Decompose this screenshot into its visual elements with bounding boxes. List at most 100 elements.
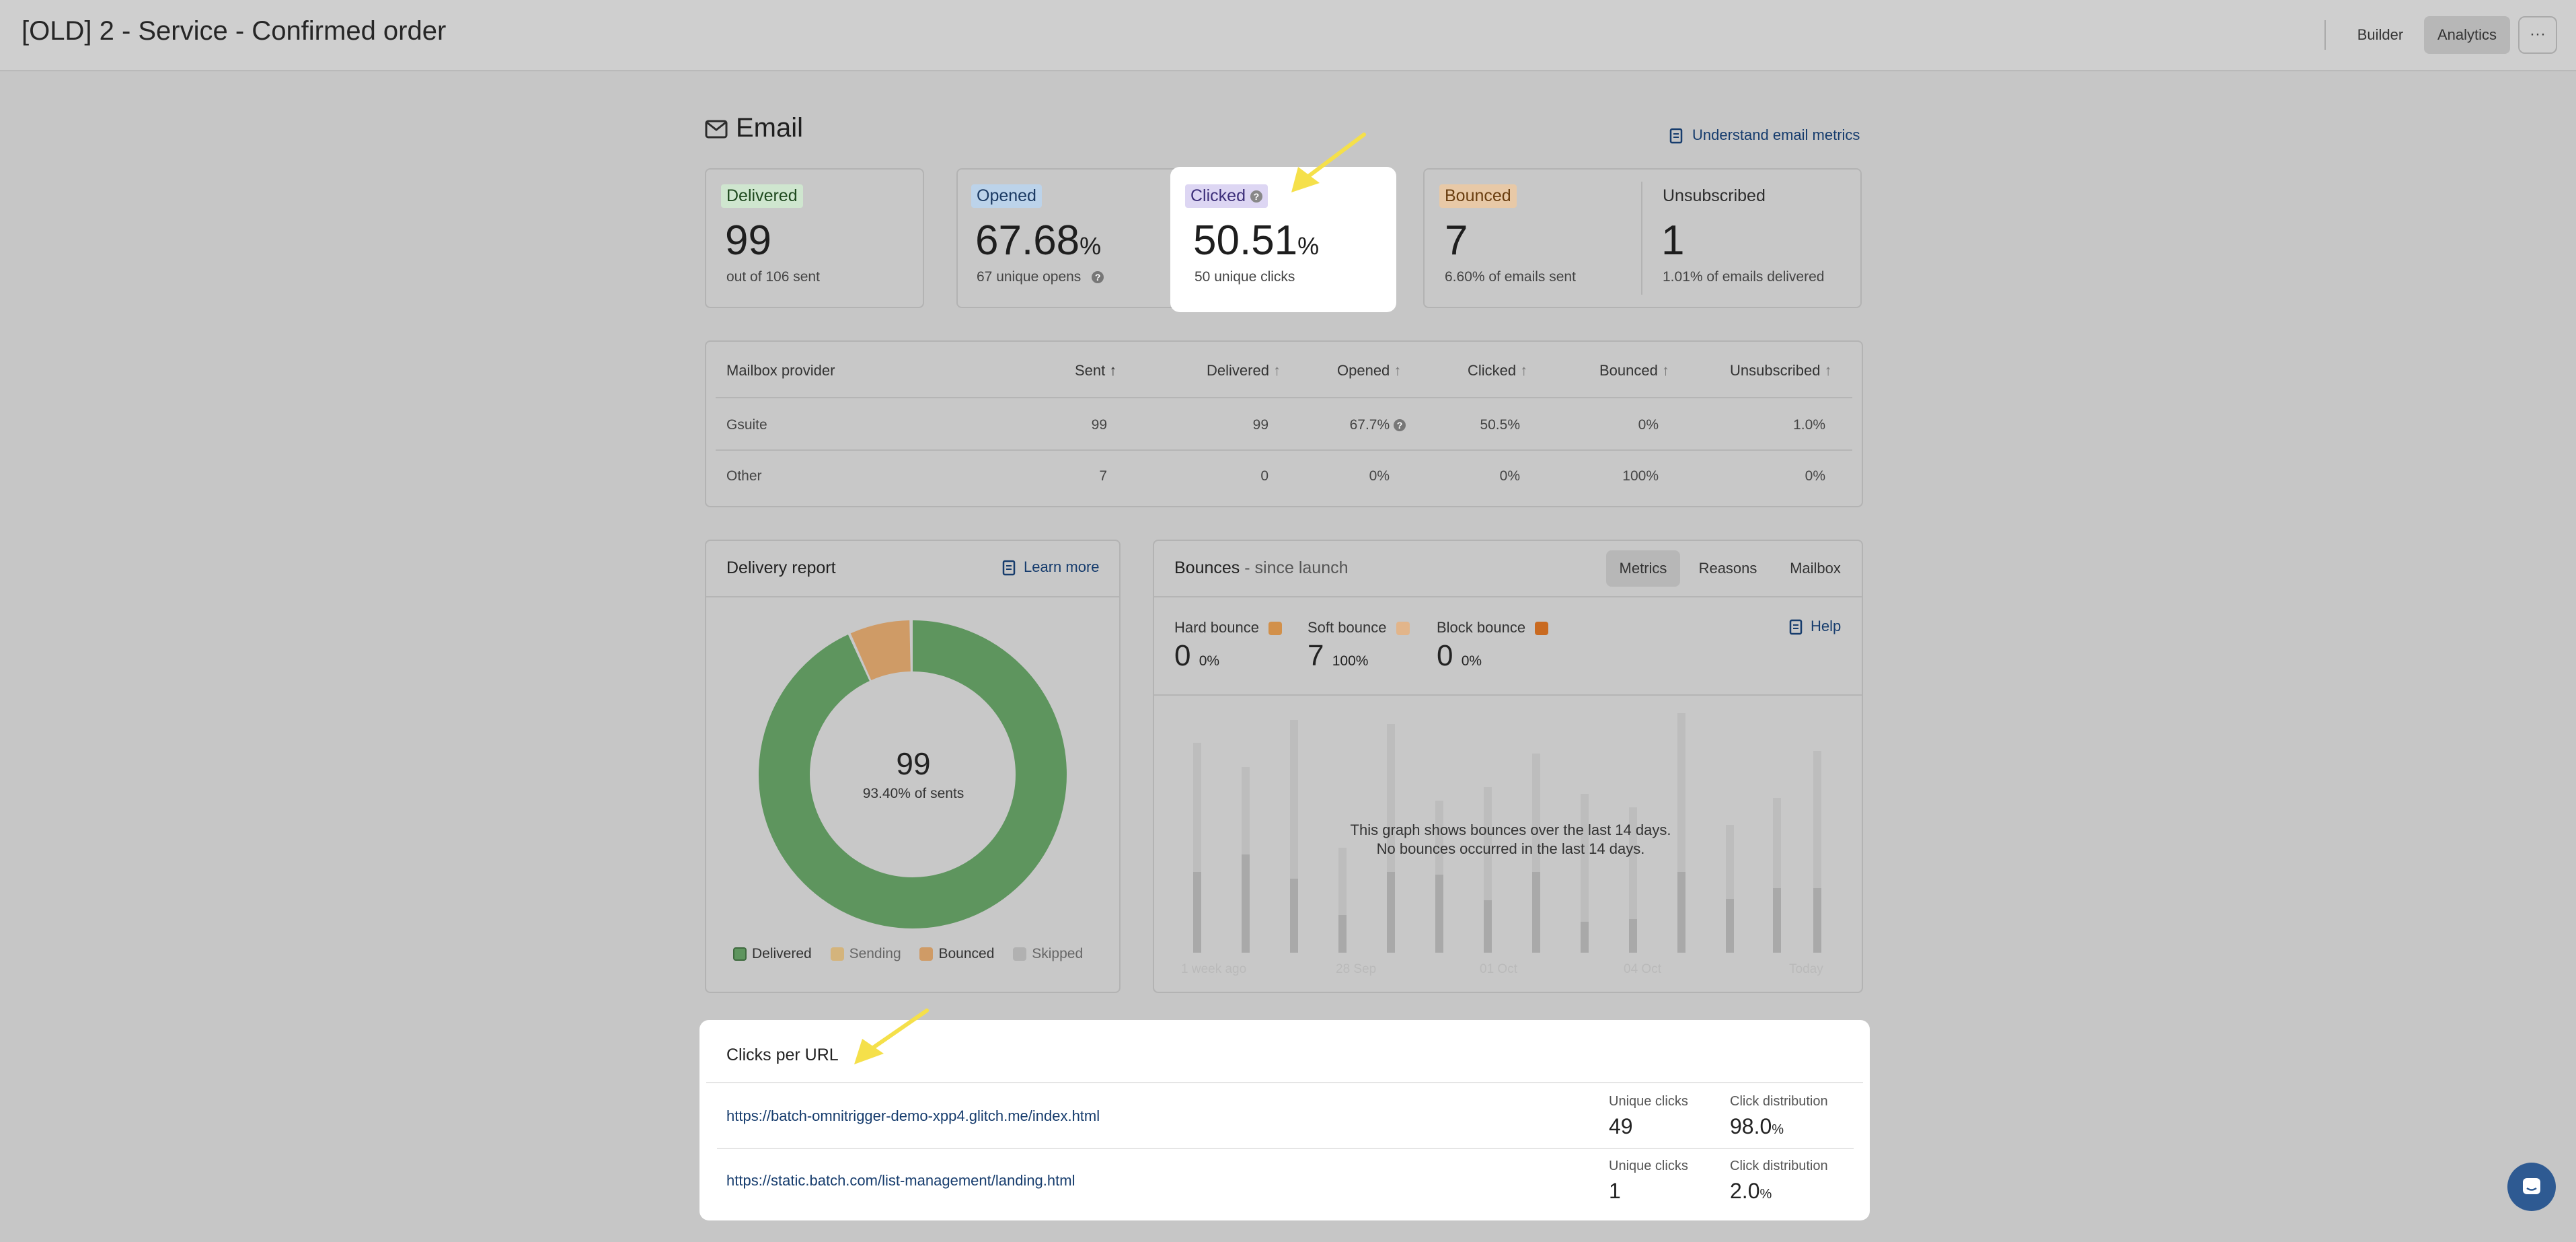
- bounce-chart-placeholder: [1190, 713, 1823, 953]
- table-cell-clicked: 50.5%: [1480, 417, 1520, 433]
- document-icon: [1789, 619, 1803, 635]
- block-bounce-value: 0 0%: [1437, 639, 1482, 672]
- column-header-delivered[interactable]: Delivered ↑: [1207, 362, 1281, 379]
- table-cell-delivered: 0: [1260, 468, 1268, 484]
- delivery-donut-chart: [759, 620, 1067, 928]
- tab-mailbox[interactable]: Mailbox: [1790, 560, 1841, 577]
- sort-arrow-icon: ↑: [1520, 362, 1528, 379]
- mailbox-table: [705, 340, 1863, 507]
- table-cell-unsubscribed: 0%: [1805, 468, 1825, 484]
- tab-builder[interactable]: Builder: [2357, 26, 2404, 43]
- bounces-empty-state: This graph shows bounces over the last 1…: [1350, 821, 1671, 857]
- delivered-value: 99: [725, 217, 771, 264]
- document-icon: [1669, 128, 1683, 144]
- understand-email-metrics-link[interactable]: Understand email metrics: [1692, 126, 1860, 143]
- table-cell-sent: 99: [1091, 417, 1107, 433]
- delivered-label: Delivered: [721, 184, 803, 208]
- tab-reasons[interactable]: Reasons: [1698, 560, 1757, 577]
- unique-clicks-value: 1: [1609, 1179, 1621, 1203]
- column-header-opened[interactable]: Opened ↑: [1337, 362, 1402, 379]
- tab-analytics[interactable]: Analytics: [2424, 16, 2510, 54]
- bounced-value: 7: [1445, 217, 1468, 264]
- bounced-unsubscribed-card: [1423, 168, 1862, 308]
- legend-sending[interactable]: Sending: [830, 946, 901, 961]
- click-distribution-value: 98.0%: [1730, 1114, 1784, 1138]
- card-divider: [706, 596, 1119, 597]
- tab-metrics[interactable]: Metrics: [1606, 550, 1680, 587]
- header-divider: [2324, 20, 2326, 50]
- donut-center-subtext: 93.40% of sents: [862, 786, 964, 801]
- x-axis-label: 01 Oct: [1480, 962, 1517, 976]
- row-divider: [717, 1148, 1854, 1149]
- table-cell-unsubscribed: 1.0%: [1793, 417, 1825, 433]
- annotation-arrow-icon: [1291, 133, 1366, 192]
- donut-center-value: 99: [896, 746, 931, 781]
- sort-arrow-icon: ↑: [1273, 362, 1281, 379]
- table-cell-provider: Other: [726, 468, 762, 484]
- placeholder-bar: [1387, 872, 1395, 953]
- help-icon: ?: [1092, 271, 1104, 284]
- legend-bounced[interactable]: Bounced: [919, 946, 994, 961]
- x-axis-label: Today: [1789, 962, 1823, 976]
- table-divider: [716, 397, 1852, 398]
- table-cell-clicked: 0%: [1499, 468, 1520, 484]
- help-icon: ?: [1250, 190, 1262, 203]
- placeholder-bar: [1532, 872, 1540, 953]
- card-divider: [706, 1082, 1863, 1083]
- sort-arrow-icon: ↑: [1661, 362, 1669, 379]
- unique-clicks-label: Unique clicks: [1609, 1094, 1688, 1109]
- placeholder-bar: [1435, 875, 1443, 953]
- soft-bounce-value: 7 100%: [1308, 639, 1369, 672]
- column-header-unsubscribed[interactable]: Unsubscribed ↑: [1730, 362, 1832, 379]
- chat-launcher-button[interactable]: [2507, 1163, 2556, 1211]
- soft-bounce-label: Soft bounce: [1308, 619, 1415, 636]
- clicked-value: 50.51%: [1193, 217, 1320, 264]
- unique-clicks-label: Unique clicks: [1609, 1159, 1688, 1173]
- table-cell-delivered: 99: [1252, 417, 1268, 433]
- opened-value: 67.68%: [975, 217, 1102, 264]
- table-cell-bounced: 0%: [1638, 417, 1659, 433]
- bounces-title: Bounces - since launch: [1174, 558, 1349, 577]
- chat-icon: [2523, 1178, 2540, 1194]
- placeholder-bar: [1677, 872, 1685, 953]
- hard-bounce-value: 0 0%: [1174, 639, 1220, 672]
- placeholder-bar: [1726, 899, 1734, 953]
- email-section-title: Email: [736, 113, 804, 143]
- clicked-label: Clicked ?: [1185, 184, 1268, 208]
- block-bounce-label: Block bounce: [1437, 619, 1554, 636]
- placeholder-bar: [1193, 872, 1201, 953]
- table-cell-sent: 7: [1099, 468, 1107, 484]
- hard-bounce-label: Hard bounce: [1174, 619, 1287, 636]
- mail-icon: [705, 120, 728, 139]
- table-cell-opened: 67.7% ?: [1338, 417, 1406, 433]
- sort-arrow-icon: ↑: [1109, 362, 1117, 379]
- url-link[interactable]: https://batch-omnitrigger-demo-xpp4.glit…: [726, 1107, 1100, 1124]
- legend-skipped[interactable]: Skipped: [1013, 946, 1083, 961]
- opened-label: Opened: [971, 184, 1042, 208]
- card-divider: [1154, 596, 1862, 597]
- card-divider: [1154, 694, 1862, 696]
- page-title: [OLD] 2 - Service - Confirmed order: [22, 16, 447, 46]
- sort-arrow-icon: ↑: [1394, 362, 1402, 379]
- column-header-clicked[interactable]: Clicked ↑: [1468, 362, 1528, 379]
- clicked-subtext: 50 unique clicks: [1195, 269, 1295, 285]
- unsubscribed-label: Unsubscribed: [1663, 186, 1766, 205]
- help-link[interactable]: Help: [1811, 618, 1842, 634]
- table-cell-provider: Gsuite: [726, 417, 767, 433]
- more-options-button[interactable]: ···: [2518, 16, 2557, 54]
- placeholder-bar: [1338, 915, 1347, 953]
- opened-subtext: 67 unique opens ?: [977, 269, 1104, 285]
- column-header-bounced[interactable]: Bounced ↑: [1599, 362, 1669, 379]
- legend-delivered[interactable]: Delivered: [733, 946, 812, 961]
- url-link[interactable]: https://static.batch.com/list-management…: [726, 1172, 1075, 1189]
- learn-more-link[interactable]: Learn more: [1024, 558, 1100, 575]
- placeholder-bar: [1629, 919, 1637, 953]
- column-header-sent[interactable]: Sent ↑: [1075, 362, 1117, 379]
- clicks-per-url-title: Clicks per URL: [726, 1046, 839, 1064]
- x-axis-label: 28 Sep: [1336, 962, 1377, 976]
- x-axis-label: 04 Oct: [1624, 962, 1661, 976]
- unsubscribed-subtext: 1.01% of emails delivered: [1663, 269, 1825, 285]
- click-distribution-value: 2.0%: [1730, 1179, 1772, 1203]
- placeholder-bar: [1290, 879, 1298, 953]
- placeholder-bar: [1242, 854, 1250, 953]
